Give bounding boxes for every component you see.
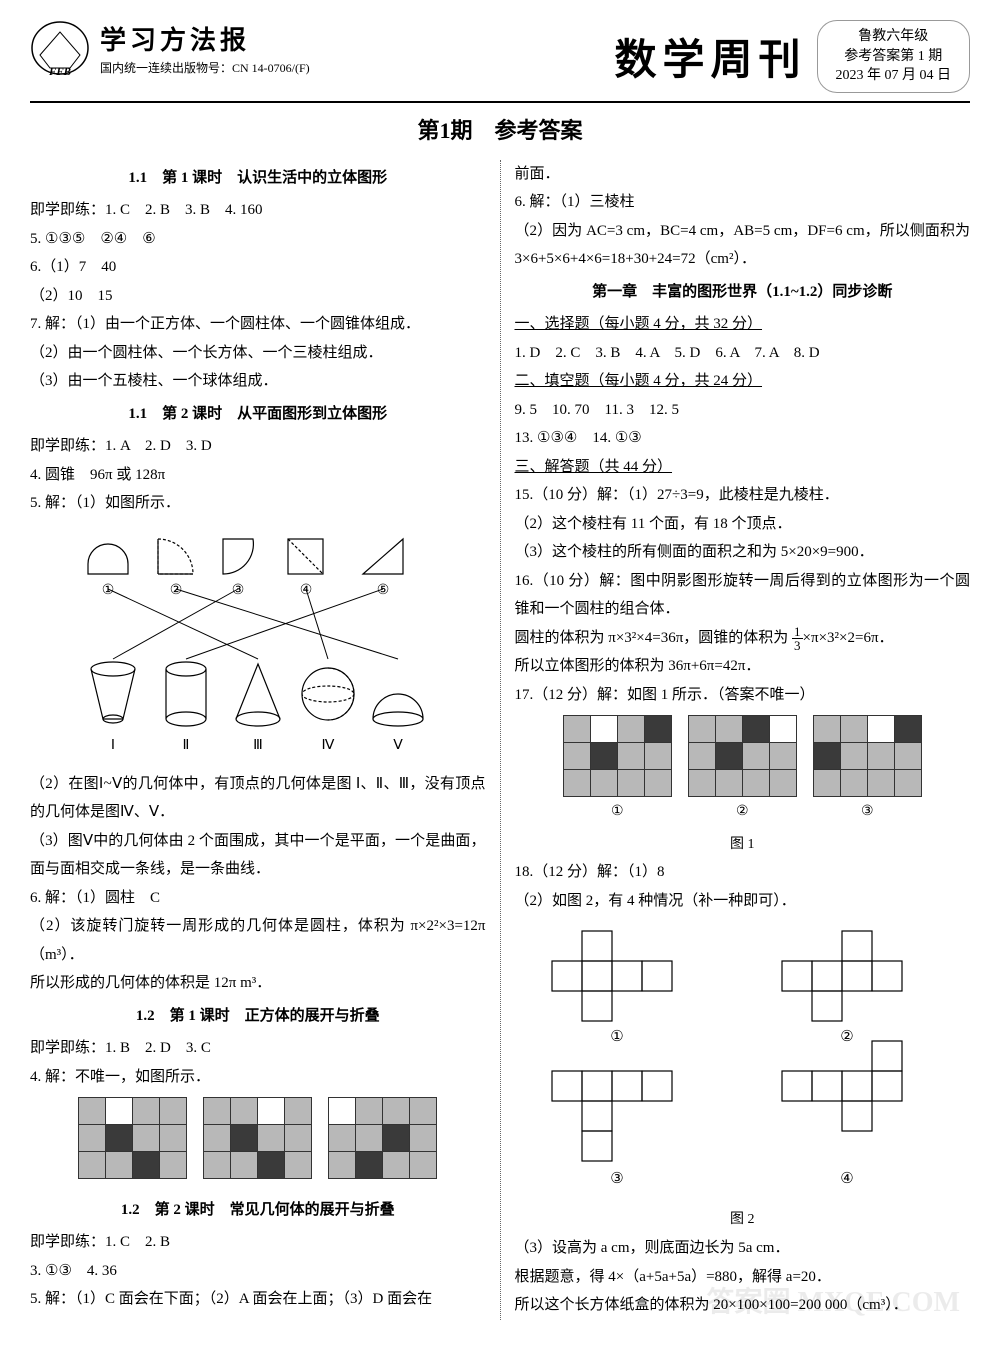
page: FFB 学习方法报 国内统一连续出版物号：CN 14-0706/(F) 数学周刊… [0,0,1000,1340]
svg-text:①: ① [611,1029,624,1045]
answer-line: 即学即练：1. C 2. B [30,1228,486,1257]
right-column: 前面． 6. 解：（1）三棱柱 （2）因为 AC=3 cm，BC=4 cm，AB… [500,160,971,1320]
answer-line: 所以形成的几何体的体积是 12π m³． [30,969,486,998]
newspaper-name: 学习方法报 [100,20,604,57]
svg-text:④: ④ [299,583,312,598]
answer-line: 二、填空题（每小题 4 分，共 24 分） [515,367,971,396]
main-title: 数学周刊 [614,26,806,87]
answer-line: 即学即练：1. A 2. D 3. D [30,432,486,461]
answer-line: （2）如图 2，有 4 种情况（补一种即可）． [515,887,971,916]
answer-line: 4. 解：不唯一，如图所示． [30,1063,486,1092]
section-title: 1.2 第 2 课时 常见几何体的展开与折叠 [30,1196,486,1225]
answer-line: 1. D 2. C 3. B 4. A 5. D 6. A 7. A 8. D [515,339,971,368]
answer-line: 3. ①③ 4. 36 [30,1257,486,1286]
answer-line: （3）设高为 a cm，则底面边长为 5a cm． [515,1234,971,1263]
answer-line: 17.（12 分）解：如图 1 所示．（答案不唯一） [515,681,971,710]
answer-line: （2）该旋转门旋转一周形成的几何体是圆柱，体积为 π×2²×3=12π（m³）． [30,912,486,969]
answer-line: 即学即练：1. B 2. D 3. C [30,1034,486,1063]
header-text: 学习方法报 国内统一连续出版物号：CN 14-0706/(F) [100,20,604,76]
answer-line: 7. 解：（1）由一个正方体、一个圆柱体、一个圆锥体组成． [30,310,486,339]
answer-line: 9. 5 10. 70 11. 3 12. 5 [515,396,971,425]
chapter-title: 第一章 丰富的图形世界（1.1~1.2）同步诊断 [515,278,971,307]
figure-label: 图 1 [515,832,971,859]
figure-grids-right: ①②③ [515,715,971,826]
svg-text:Ⅰ: Ⅰ [111,738,115,753]
answer-line: 所以这个长方体纸盒的体积为 20×100×100=200 000（cm³）． [515,1291,971,1320]
svg-text:③: ③ [231,583,244,598]
answer-line: 16.（10 分）解：图中阴影图形旋转一周后得到的立体图形为一个圆锥和一个圆柱的… [515,567,971,624]
issue-info-box: 鲁教六年级 参考答案第 1 期 2023 年 07 月 04 日 [817,20,971,93]
logo: FFB [30,20,90,80]
answer-line: 根据题意，得 4×（a+5a+5a）=880，解得 a=20． [515,1263,971,1292]
answer-line: 13. ①③④ 14. ①③ [515,424,971,453]
answer-line: （2）10 15 [30,282,486,311]
answer-line: 一、选择题（每小题 4 分，共 32 分） [515,310,971,339]
left-column: 1.1 第 1 课时 认识生活中的立体图形 即学即练：1. C 2. B 3. … [30,160,500,1320]
section-title: 1.2 第 1 课时 正方体的展开与折叠 [30,1002,486,1031]
answer-line: 6.（1）7 40 [30,253,486,282]
answer-line: （2）因为 AC=3 cm，BC=4 cm，AB=5 cm，DF=6 cm，所以… [515,217,971,274]
svg-text:Ⅳ: Ⅳ [321,738,334,753]
svg-text:⑤: ⑤ [376,583,389,598]
answer-line: 三、解答题（共 44 分） [515,453,971,482]
answer-line: 5. ①③⑤ ②④ ⑥ [30,225,486,254]
answer-line: 圆柱的体积为 π×3²×4=36π，圆锥的体积为 13×π×3²×2=6π． [515,624,971,653]
figure-grids-left [30,1097,486,1190]
answer-line: （2）在图Ⅰ~Ⅴ的几何体中，有顶点的几何体是图 Ⅰ、Ⅱ、Ⅲ，没有顶点的几何体是图… [30,770,486,827]
svg-text:②: ② [841,1029,854,1045]
answer-line: 15.（10 分）解：（1）27÷3=9，此棱柱是九棱柱． [515,481,971,510]
answer-line: （3）这个棱柱的所有侧面的面积之和为 5×20×9=900． [515,538,971,567]
svg-text:②: ② [169,583,182,598]
answer-line: （3）由一个五棱柱、一个球体组成． [30,367,486,396]
svg-text:Ⅲ: Ⅲ [253,738,263,753]
answer-line: （2）这个棱柱有 11 个面，有 18 个顶点． [515,510,971,539]
figure-cube-nets: ① ② ③ ④ [515,921,971,1201]
answer-line: 18.（12 分）解：（1）8 [515,858,971,887]
answer-line: 即学即练：1. C 2. B 3. B 4. 160 [30,196,486,225]
answer-line: 5. 解：（1）如图所示． [30,489,486,518]
answer-line: 6. 解：（1）三棱柱 [515,188,971,217]
svg-text:④: ④ [841,1171,854,1187]
svg-text:①: ① [101,583,114,598]
answer-line: 所以立体图形的体积为 36π+6π=42π． [515,652,971,681]
section-title: 1.1 第 1 课时 认识生活中的立体图形 [30,164,486,193]
svg-text:Ⅴ: Ⅴ [393,738,403,753]
issue-date: 2023 年 07 月 04 日 [836,66,952,86]
answer-line: 6. 解：（1）圆柱 C [30,884,486,913]
issue-number: 参考答案第 1 期 [836,47,952,67]
answer-line: 5. 解：（1）C 面会在下面；（2）A 面会在上面；（3）D 面会在 [30,1285,486,1314]
issue-title: 第1期 参考答案 [30,113,970,145]
publication-code: 国内统一连续出版物号：CN 14-0706/(F) [100,59,604,76]
answer-line: 前面． [515,160,971,189]
answer-line: （3）图Ⅴ中的几何体由 2 个面围成，其中一个是平面，一个是曲面，面与面相交成一… [30,827,486,884]
answer-line: （2）由一个圆柱体、一个长方体、一个三棱柱组成． [30,339,486,368]
section-title: 1.1 第 2 课时 从平面图形到立体图形 [30,400,486,429]
svg-text:③: ③ [611,1171,624,1187]
figure-label: 图 2 [515,1207,971,1234]
figure-shapes-to-solids: ① ② ③ ④ ⑤ Ⅰ Ⅱ Ⅲ Ⅳ Ⅴ [30,524,486,764]
svg-text:Ⅱ: Ⅱ [182,738,189,753]
logo-text: FFB [48,66,71,78]
answer-line: 4. 圆锥 96π 或 128π [30,461,486,490]
issue-grade: 鲁教六年级 [836,27,952,47]
page-header: FFB 学习方法报 国内统一连续出版物号：CN 14-0706/(F) 数学周刊… [30,20,970,103]
content-columns: 1.1 第 1 课时 认识生活中的立体图形 即学即练：1. C 2. B 3. … [30,160,970,1320]
